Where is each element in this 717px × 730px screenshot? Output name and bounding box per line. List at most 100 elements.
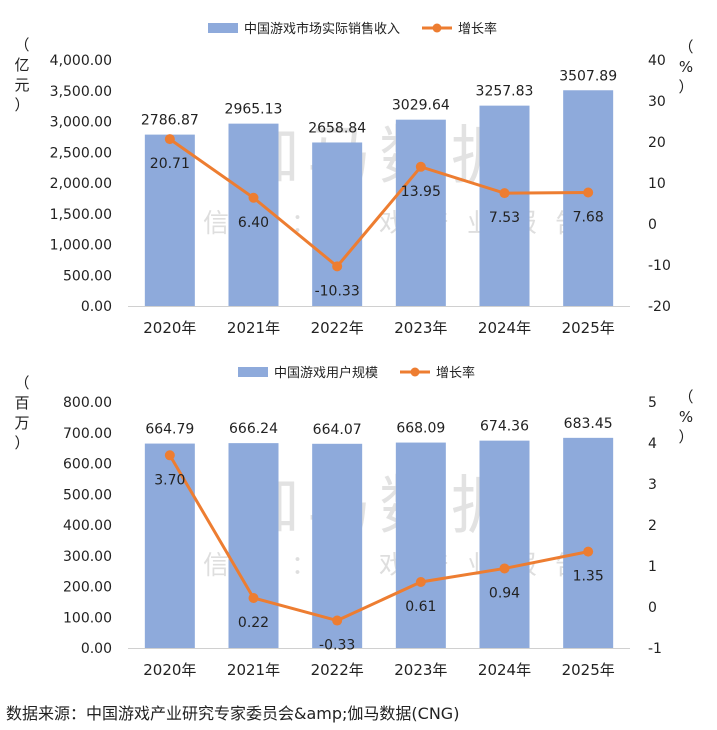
growth-rate-point bbox=[248, 592, 259, 603]
y2-tick-label: -20 bbox=[648, 299, 671, 315]
y2-tick-label: 20 bbox=[648, 135, 666, 151]
legend: 中国游戏用户规模 增长率 bbox=[238, 365, 475, 381]
y-axis-unit-char: 元 bbox=[14, 76, 29, 94]
y2-tick-label: -1 bbox=[648, 641, 662, 657]
x-tick-label: 2025年 bbox=[562, 661, 615, 679]
y-tick-label: 300.00 bbox=[63, 549, 112, 565]
bar-value-label: 683.45 bbox=[564, 416, 613, 432]
y2-axis-unit: （% ） bbox=[678, 38, 693, 96]
bar bbox=[479, 440, 530, 648]
growth-rate-label: 7.68 bbox=[573, 210, 604, 226]
y-tick-label: 700.00 bbox=[63, 426, 112, 442]
growth-rate-label: 0.94 bbox=[489, 585, 520, 601]
y-tick-label: 2,000.00 bbox=[50, 176, 112, 192]
y2-axis-unit-char: （ bbox=[678, 388, 693, 406]
y2-tick-label: 0 bbox=[648, 600, 657, 616]
y-tick-label: 0.00 bbox=[81, 641, 112, 657]
chart-panel-2: 中国游戏用户规模 增长率 （ 百万 ） （% ） 0.00 100.00 200.00 300.00… bbox=[14, 365, 693, 679]
x-tick-label: 2021年 bbox=[227, 661, 280, 679]
growth-rate-point bbox=[164, 450, 175, 461]
chart-panel-1: 中国游戏市场实际销售收入 增长率 （ 亿元 ） （% ） 0.00 500.00 1,000.00… bbox=[14, 21, 693, 337]
growth-rate-point bbox=[332, 615, 343, 626]
y-axis-unit-char: （ bbox=[14, 36, 29, 54]
x-tick-label: 2020年 bbox=[143, 661, 196, 679]
legend-label-bar: 中国游戏用户规模 bbox=[274, 365, 378, 381]
y2-tick-label: 2 bbox=[648, 518, 657, 534]
y-tick-label: 2,500.00 bbox=[50, 145, 112, 161]
x-tick-label: 2024年 bbox=[478, 661, 531, 679]
y2-tick-label: 40 bbox=[648, 53, 666, 69]
bar bbox=[144, 134, 195, 306]
bar bbox=[563, 90, 614, 306]
x-tick-label: 2023年 bbox=[394, 319, 447, 337]
bar bbox=[312, 142, 363, 306]
growth-rate-label: 20.71 bbox=[150, 156, 190, 172]
y-axis-unit-char: ） bbox=[14, 96, 29, 114]
growth-rate-label: 6.40 bbox=[238, 215, 269, 231]
y-axis-unit: （ 亿元 ） bbox=[14, 36, 29, 114]
growth-rate-point bbox=[499, 188, 510, 199]
x-tick-label: 2024年 bbox=[478, 319, 531, 337]
bar bbox=[563, 437, 614, 648]
bar bbox=[395, 119, 446, 306]
x-tick-label: 2025年 bbox=[562, 319, 615, 337]
growth-rate-label: 7.53 bbox=[489, 210, 520, 226]
bar-value-label: 2965.13 bbox=[225, 102, 283, 118]
watermark-subtitle: 微信号：游戏产业报告 bbox=[159, 551, 599, 581]
growth-rate-point bbox=[499, 563, 510, 574]
y2-tick-label: 10 bbox=[648, 176, 666, 192]
y2-axis-unit-char: ） bbox=[678, 78, 693, 96]
y-axis-unit-char: 百 bbox=[14, 394, 29, 412]
y-axis-unit: （ 百万 ） bbox=[14, 374, 29, 452]
bar-value-label: 3029.64 bbox=[392, 98, 450, 114]
legend: 中国游戏市场实际销售收入 增长率 bbox=[208, 21, 497, 37]
y-axis-unit-char: 亿 bbox=[14, 56, 29, 74]
growth-rate-label: 13.95 bbox=[401, 184, 441, 200]
bar-value-label: 2658.84 bbox=[308, 120, 366, 136]
growth-rate-point bbox=[415, 576, 426, 587]
y2-axis-unit: （% ） bbox=[678, 388, 693, 446]
y-tick-label: 3,000.00 bbox=[50, 115, 112, 131]
growth-rate-label: 0.61 bbox=[405, 599, 436, 615]
growth-rate-label: -0.33 bbox=[319, 638, 355, 654]
bar bbox=[228, 443, 279, 648]
growth-rate-point bbox=[332, 261, 343, 272]
y-axis-unit-char: ） bbox=[14, 434, 29, 452]
bar-value-label: 666.24 bbox=[229, 421, 278, 437]
legend-marker bbox=[432, 23, 442, 33]
y-tick-label: 3,500.00 bbox=[50, 84, 112, 100]
y-tick-label: 1,500.00 bbox=[50, 207, 112, 223]
y-axis-unit-char: （ bbox=[14, 374, 29, 392]
legend-swatch-bar bbox=[238, 367, 268, 377]
y2-tick-label: 5 bbox=[648, 395, 657, 411]
y2-tick-label: 3 bbox=[648, 477, 657, 493]
y2-axis-unit-char: （ bbox=[678, 38, 693, 56]
y2-axis-unit-char: % bbox=[679, 58, 693, 76]
y-tick-label: 500.00 bbox=[63, 487, 112, 503]
bar-value-label: 668.09 bbox=[396, 421, 445, 437]
growth-rate-line bbox=[168, 454, 589, 623]
bar-value-label: 2786.87 bbox=[141, 113, 199, 129]
bar-value-label: 3507.89 bbox=[559, 68, 617, 84]
y2-tick-label: 30 bbox=[648, 94, 666, 110]
legend-label-bar: 中国游戏市场实际销售收入 bbox=[244, 21, 400, 37]
bar bbox=[479, 105, 530, 306]
y-tick-label: 400.00 bbox=[63, 518, 112, 534]
x-tick-label: 2023年 bbox=[394, 661, 447, 679]
y-tick-label: 600.00 bbox=[63, 457, 112, 473]
legend-label-line: 增长率 bbox=[458, 21, 497, 37]
y-tick-label: 0.00 bbox=[81, 299, 112, 315]
growth-rate-point bbox=[583, 187, 594, 198]
legend-marker bbox=[410, 367, 420, 377]
x-tick-label: 2022年 bbox=[311, 661, 364, 679]
y-tick-label: 4,000.00 bbox=[50, 53, 112, 69]
bar-value-label: 664.07 bbox=[313, 422, 362, 438]
growth-rate-point bbox=[583, 546, 594, 557]
legend-swatch-bar bbox=[208, 23, 238, 33]
legend-label-line: 增长率 bbox=[436, 365, 475, 381]
growth-rate-point bbox=[415, 161, 426, 172]
bar-value-label: 664.79 bbox=[145, 422, 194, 438]
watermark-subtitle: 微信号：游戏产业报告 bbox=[159, 209, 599, 239]
